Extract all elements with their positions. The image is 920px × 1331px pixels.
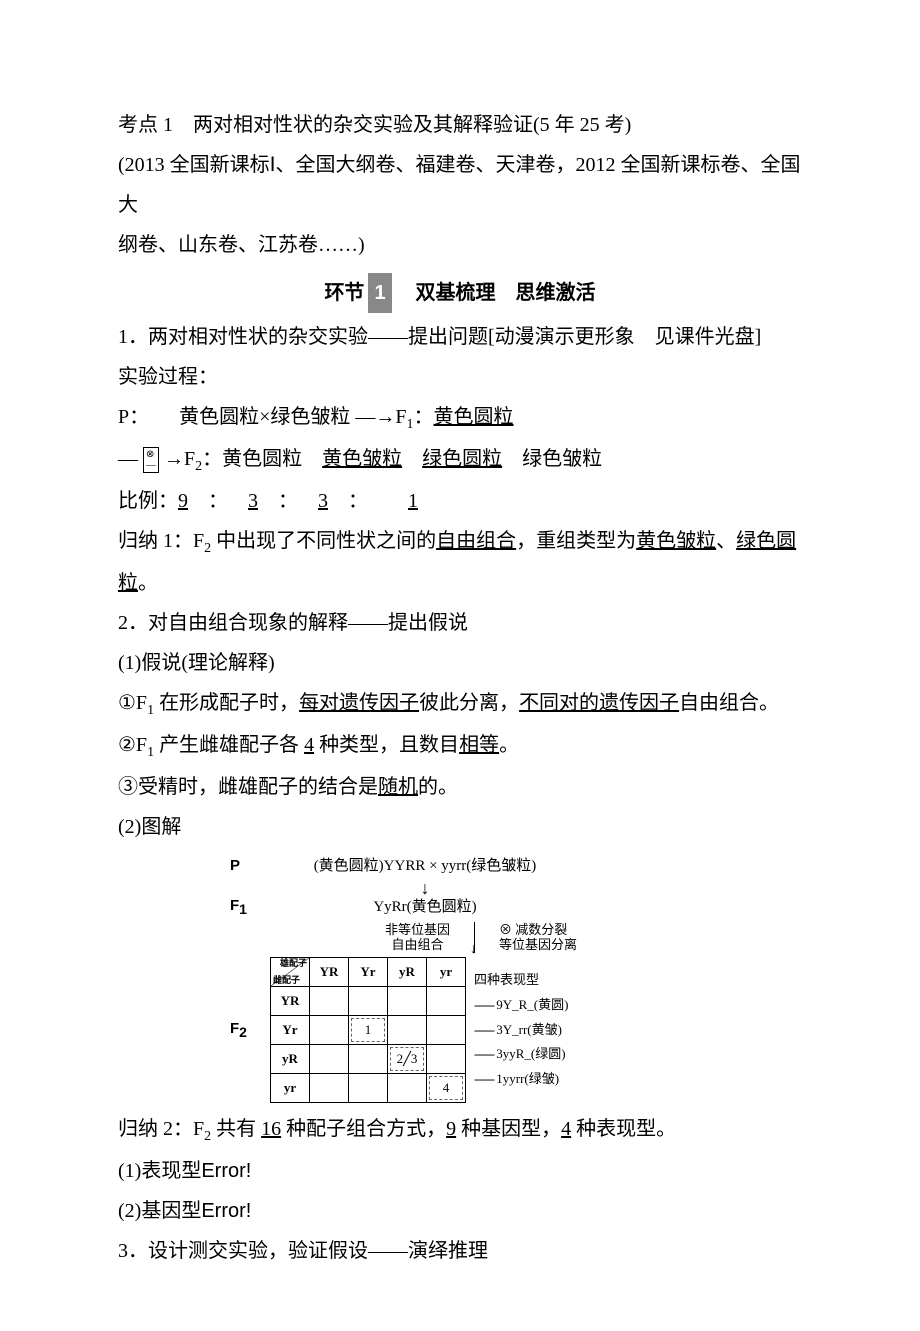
section-header: 环节1 双基梳理 思维激活 — [118, 273, 802, 313]
summary-2: 归纳 2：F2 共有 16 种配子组合方式，9 种基因型，4 种表现型。 — [118, 1109, 802, 1151]
diagram-p-label: P — [230, 857, 270, 875]
phenotype-list: 四种表现型 9Y_R_(黄圆) 3Y_rr(黄皱) 3yyR_(绿圆) 1yyr… — [474, 968, 568, 1091]
pheno-head: 四种表现型 — [474, 968, 568, 993]
p-label: P： — [118, 406, 139, 428]
row-head: yR — [271, 1044, 310, 1073]
num: 1． — [118, 326, 148, 348]
hypothesis-3: ③受精时，雌雄配子的结合是随机的。 — [118, 767, 802, 807]
col-head: yR — [388, 957, 427, 986]
f2-g3: 绿色圆粒 — [422, 448, 502, 470]
col-head: Yr — [349, 957, 388, 986]
f1-label: F1： — [395, 406, 433, 428]
arrow: —→ — [355, 406, 395, 428]
note: [动漫演示更形象 见课件光盘] — [488, 326, 761, 348]
ratio-line: 比例：9 ： 3 ： 3 ： 1 — [118, 481, 802, 521]
section-badge: 1 — [368, 273, 391, 313]
source-line-2: 纲卷、山东卷、江苏卷……) — [118, 225, 802, 265]
pheno-item: 9Y_R_(黄圆) — [474, 993, 568, 1018]
arrow-down-icon: ↓ — [160, 879, 690, 897]
item-2: 2．对自由组合现象的解释——提出假说 — [118, 603, 802, 643]
row-head: YR — [271, 986, 310, 1015]
item-1: 1．两对相对性状的杂交实验——提出问题[动漫演示更形象 见课件光盘] — [118, 317, 802, 357]
col-head: YR — [310, 957, 349, 986]
r4: 1 — [408, 481, 418, 521]
diagram-mid-notes: 非等位基因自由组合 ↓ ⊗ 减数分裂等位基因分离 — [272, 922, 690, 953]
error-text: Error! — [201, 1200, 251, 1222]
title: 两对相对性状的杂交实验——提出问题 — [148, 326, 488, 348]
pheno-item: 1yyrr(绿皱) — [474, 1067, 568, 1092]
error-text: Error! — [201, 1160, 251, 1182]
f2-g1: 黄色圆粒 — [222, 448, 302, 470]
cross-f2-line: — ⊗— →F2：黄色圆粒 黄色皱粒 绿色圆粒 绿色皱粒 — [118, 439, 802, 481]
exam-point-title: 考点 1 两对相对性状的杂交实验及其解释验证(5 年 25 考) — [118, 105, 802, 145]
punnett-square: 雄配子雌配子 YR Yr yR yr YR Yr1 yR2╱3 yr4 — [270, 957, 466, 1103]
hypothesis-1: ①F1 在形成配子时，每对遗传因子彼此分离，不同对的遗传因子自由组合。 — [118, 683, 802, 725]
note-left: 非等位基因自由组合 — [385, 922, 450, 953]
genetics-diagram: P (黄色圆粒)YYRR × yyrr(绿色皱粒) ↓ F1 YyRr(黄色圆粒… — [230, 857, 690, 1103]
ratio-label: 比例： — [118, 481, 178, 521]
genotype-error-line: (2)基因型Error! — [118, 1191, 802, 1231]
diagram-f1-text: YyRr(黄色圆粒) — [270, 898, 580, 916]
f2-g4: 绿色皱粒 — [522, 448, 602, 470]
item-3: 3．设计测交实验，验证假设——演绎推理 — [118, 1231, 802, 1271]
f1-phenotype: 黄色圆粒 — [434, 406, 514, 428]
diagram-f1-label: F1 — [230, 897, 270, 918]
section-pre: 环节 — [324, 282, 364, 304]
summary-1: 归纳 1：F2 中出现了不同性状之间的自由组合，重组类型为黄色皱粒、绿色圆粒。 — [118, 521, 802, 603]
diagram-f2-label: F2 — [230, 1020, 270, 1041]
row-head: yr — [271, 1073, 310, 1102]
title-stat: (5 年 25 考) — [533, 114, 631, 136]
row-head: Yr — [271, 1015, 310, 1044]
r1: 9 — [178, 481, 188, 521]
f2-g2: 黄色皱粒 — [322, 448, 402, 470]
r2: 3 — [248, 481, 258, 521]
r3: 3 — [318, 481, 328, 521]
cross-p-line: P： 黄色圆粒×绿色皱粒 —→F1：黄色圆粒 — [118, 397, 802, 439]
corner-cell: 雄配子雌配子 — [271, 957, 310, 986]
diagram-p-text: (黄色圆粒)YYRR × yyrr(绿色皱粒) — [270, 857, 580, 875]
hypothesis-2: ②F1 产生雌雄配子各 4 种类型，且数目相等。 — [118, 725, 802, 767]
f2-label: F2： — [184, 448, 222, 470]
title-text: 考点 1 两对相对性状的杂交实验及其解释验证 — [118, 114, 533, 136]
note-right: ⊗ 减数分裂等位基因分离 — [499, 922, 577, 953]
self-cross-icon: ⊗— — [143, 447, 159, 473]
section-post: 双基梳理 思维激活 — [396, 282, 596, 304]
col-head: yr — [427, 957, 466, 986]
punnett-wrap: 雄配子雌配子 YR Yr yR yr YR Yr1 yR2╱3 yr4 四种表现… — [270, 957, 568, 1103]
pheno-item: 3Y_rr(黄皱) — [474, 1018, 568, 1043]
item-2-1: (1)假说(理论解释) — [118, 643, 802, 683]
pheno-item: 3yyR_(绿圆) — [474, 1042, 568, 1067]
phenotype-error-line: (1)表现型Error! — [118, 1151, 802, 1191]
parents: 黄色圆粒×绿色皱粒 — [179, 406, 350, 428]
guina-label: 归纳 — [118, 530, 158, 552]
item-2-2: (2)图解 — [118, 807, 802, 847]
source-line-1: (2013 全国新课标Ⅰ、全国大纲卷、福建卷、天津卷，2012 全国新课标卷、全… — [118, 145, 802, 225]
experiment-process-label: 实验过程： — [118, 357, 802, 397]
